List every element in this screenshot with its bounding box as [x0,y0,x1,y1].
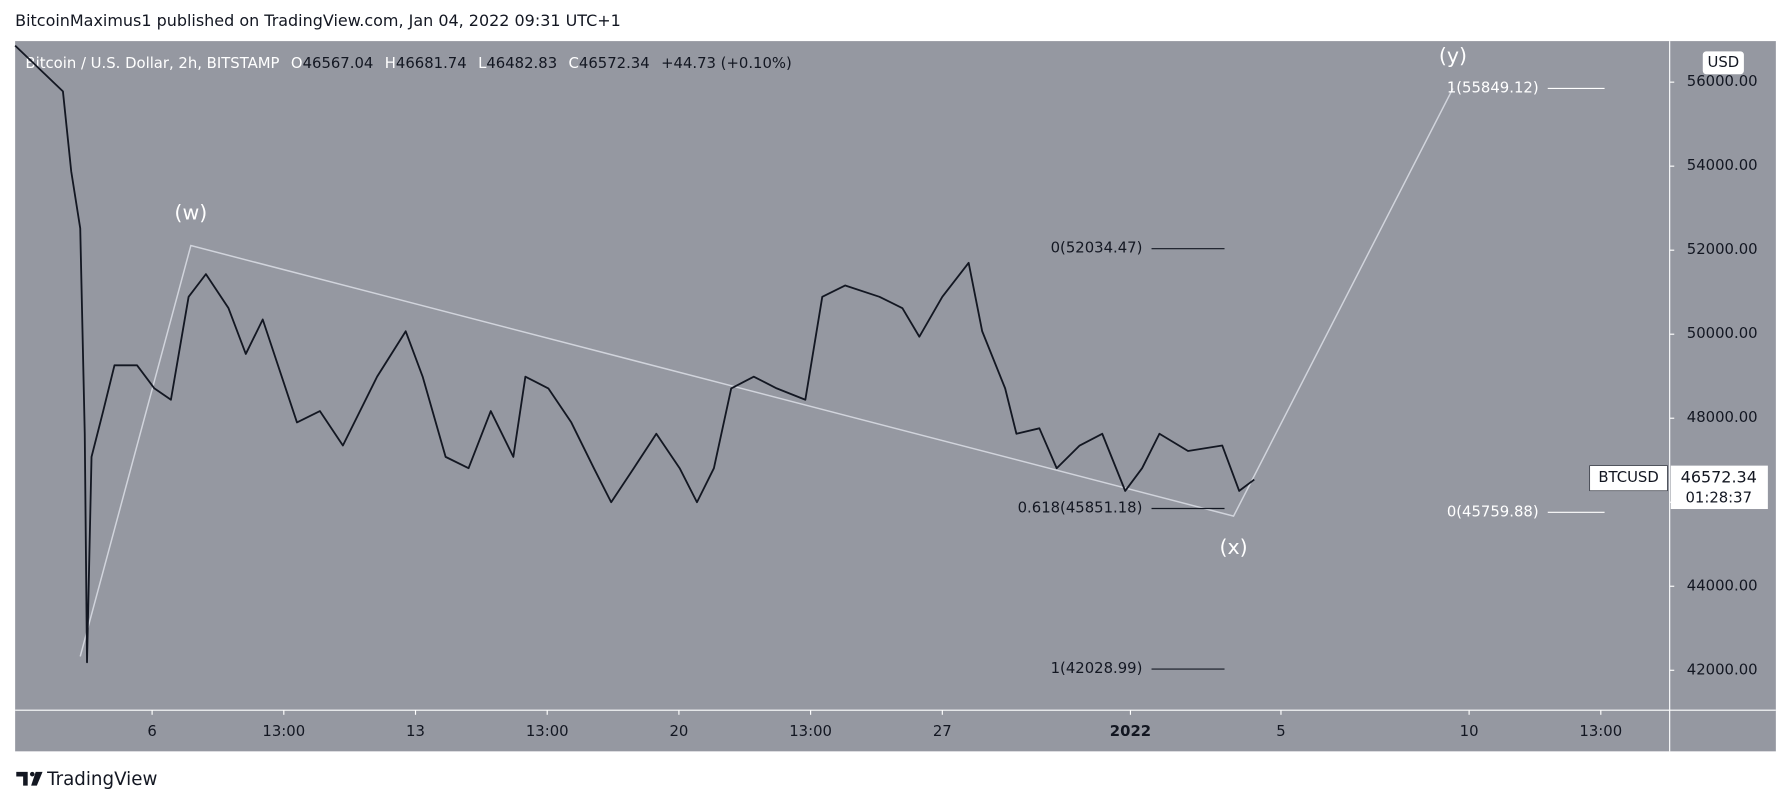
ohlc-key: H [385,55,396,72]
symbol-legend: Bitcoin / U.S. Dollar, 2h, BITSTAMP O4656… [25,55,791,72]
symbol-tag: BTCUSD [1598,469,1658,486]
x-tick-label: 6 [147,723,156,740]
ohlc-value: 46681.74 [396,55,467,72]
price-line [14,44,1255,664]
symbol-tag-box [1589,465,1668,492]
wave-label: (y) [1439,43,1467,67]
y-tick-label: 56000.00 [1687,73,1758,90]
ohlc-value: 46482.83 [486,55,557,72]
fib-label: 1(55849.12) [1447,79,1539,96]
footer-brand: TradingView [46,769,157,790]
y-tick-label: 48000.00 [1687,409,1758,426]
y-tick-label: 42000.00 [1687,661,1758,678]
x-tick-label: 13:00 [262,723,305,740]
x-tick-label: 13:00 [526,723,569,740]
x-tick-label: 13:00 [789,723,832,740]
y-tick-label: 54000.00 [1687,157,1758,174]
fib-label: 1(42028.99) [1051,660,1143,677]
countdown: 01:28:37 [1685,490,1752,507]
chart-background [15,41,1776,752]
x-tick-label: 5 [1276,723,1285,740]
ohlc-key: O [291,55,303,72]
fib-label: 0(45759.88) [1447,503,1539,520]
ohlc-value: 46572.34 [579,55,650,72]
symbol-name: Bitcoin / U.S. Dollar, 2h, BITSTAMP [25,55,279,72]
x-tick-label: 2022 [1110,723,1151,740]
tradingview-logo [16,771,43,786]
x-tick-label: 20 [669,723,688,740]
wave-label: (w) [174,201,207,225]
ohlc-key: C [569,55,579,72]
ohlc-value: 46567.04 [303,55,374,72]
wave-label: (x) [1219,535,1247,559]
last-price: 46572.34 [1681,468,1757,487]
x-tick-label: 10 [1460,723,1479,740]
x-tick-label: 13:00 [1579,723,1622,740]
header: BitcoinMaximus1 published on TradingView… [15,11,621,30]
change: +44.73 (+0.10%) [661,55,792,72]
currency-box[interactable] [1702,51,1744,75]
ohlc-key: L [478,55,487,72]
wave-line [79,88,1454,657]
y-tick-label: 44000.00 [1687,577,1758,594]
currency[interactable]: USD [1707,54,1739,71]
fib-label: 0.618(45851.18) [1018,499,1143,516]
x-tick-label: 13 [406,723,425,740]
y-tick-label: 50000.00 [1687,325,1758,342]
last-price-box [1670,465,1768,510]
x-tick-label: 27 [933,723,952,740]
fib-label: 0(52034.47) [1051,240,1143,257]
y-tick-label: 52000.00 [1687,241,1758,258]
